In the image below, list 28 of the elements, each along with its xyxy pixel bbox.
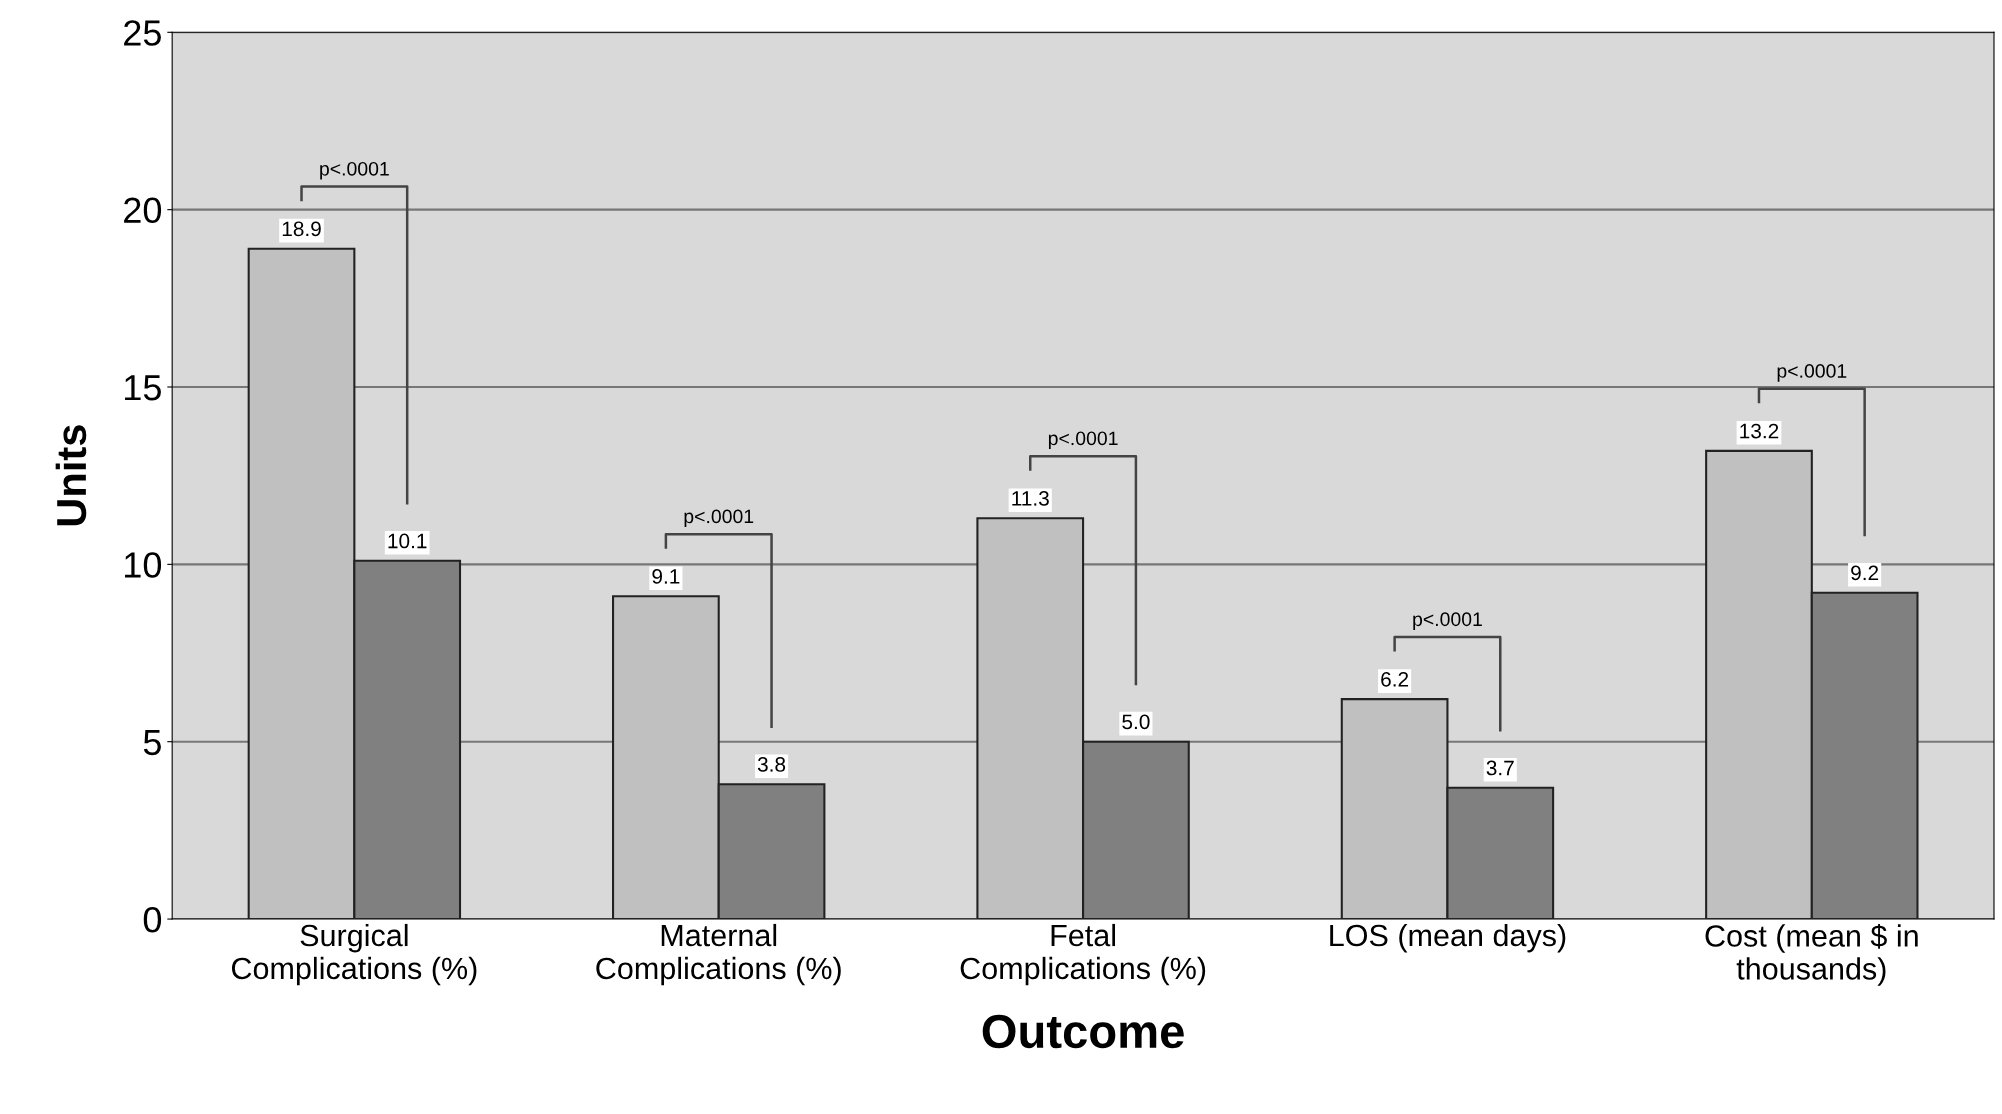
data-label: 3.7 <box>1486 760 1514 776</box>
data-label: 18.9 <box>282 221 321 237</box>
annotation: p<.0001 <box>684 509 754 528</box>
data-label: 9.1 <box>652 569 680 584</box>
data-label: 9.2 <box>1851 565 1879 581</box>
y-tick-label: 5 <box>143 729 161 756</box>
data-label: 3.8 <box>757 757 786 772</box>
data-label: 6.2 <box>1381 671 1409 687</box>
y-tick-label: 10 <box>125 552 162 578</box>
data-label: 10.1 <box>388 533 427 549</box>
annotation: p<.0001 <box>1413 612 1482 630</box>
y-tick-label: 0 <box>143 906 162 933</box>
x-tick-label: Surgical Complications (%) <box>231 923 477 986</box>
y-axis-title: Units <box>55 425 87 526</box>
data-label: 13.2 <box>1740 423 1779 439</box>
x-axis-title: Outcome <box>982 1014 1184 1049</box>
x-tick-label: Cost (mean $ in thousands) <box>1705 923 1918 986</box>
data-label: 5.0 <box>1122 714 1150 730</box>
x-tick-label: Maternal Complications (%) <box>596 923 841 986</box>
x-tick-label: Fetal Complications (%) <box>960 923 1206 986</box>
y-tick-label: 20 <box>124 197 162 224</box>
x-tick-label: LOS (mean days) <box>1330 923 1566 953</box>
annotation: p<.0001 <box>1048 431 1118 450</box>
data-label: 11.3 <box>1012 491 1049 506</box>
annotation: p<.0001 <box>320 161 389 180</box>
y-tick-label: 15 <box>125 375 161 401</box>
annotation: p<.0001 <box>1777 364 1847 382</box>
y-tick-label: 25 <box>124 20 161 46</box>
